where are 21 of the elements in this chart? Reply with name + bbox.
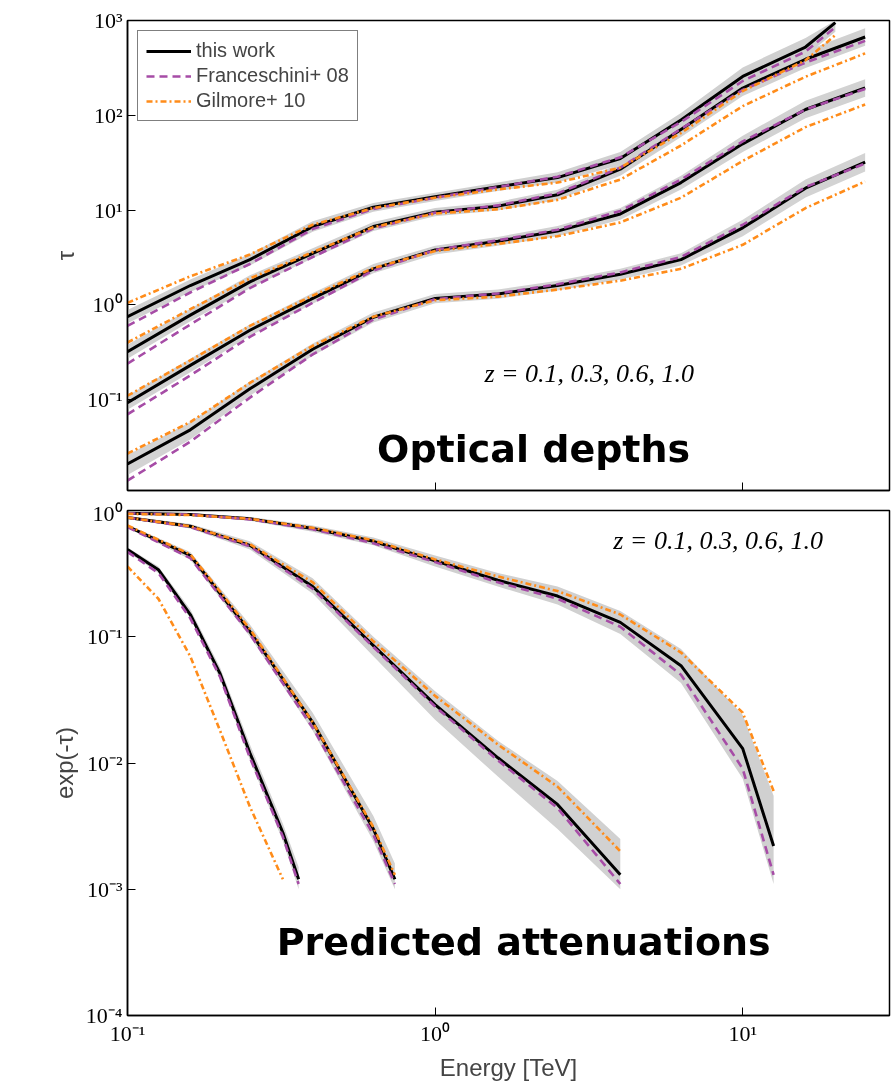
x-tick-label: 10¹ [728,1020,758,1046]
y-axis-title: exp(-τ) [50,726,78,800]
legend-label: Franceschini+ 08 [196,64,349,87]
legend-label: this work [196,39,275,62]
y-axis-title: τ [51,250,79,261]
y-tick-label: 10¹ [93,197,123,223]
y-tick-label: 10³ [93,8,123,33]
y-tick-label: 10⁻² [86,750,123,776]
legend-label: Gilmore+ 10 [196,89,306,112]
y-tick-label: 10⁻³ [86,876,123,902]
annotation: Predicted attenuations [276,919,771,964]
y-tick-label: 10² [93,102,123,128]
annotation: z = 0.1, 0.3, 0.6, 1.0 [612,525,823,555]
annotation: z = 0.1, 0.3, 0.6, 1.0 [483,358,695,388]
y-tick-label: 10⁰ [92,292,123,318]
x-axis-title: Energy [TeV] [439,1053,578,1081]
y-tick-label: 10⁻¹ [86,387,123,413]
y-tick-label: 10⁰ [92,500,123,526]
y-tick-label: 10⁻¹ [86,624,123,650]
annotation: Optical depths [377,427,691,472]
x-tick-label: 10⁰ [420,1020,451,1046]
